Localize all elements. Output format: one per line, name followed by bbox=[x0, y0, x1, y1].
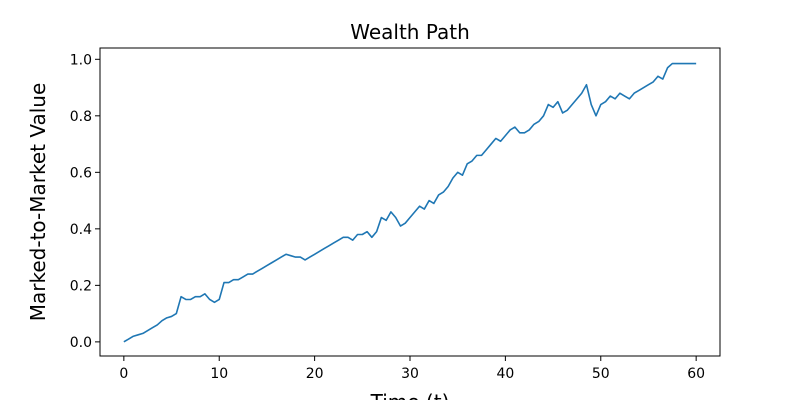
y-axis-ticks: 0.0 0.2 0.4 0.6 0.8 1.0 bbox=[70, 52, 100, 351]
x-tick-label: 40 bbox=[496, 366, 514, 382]
x-tick-label: 0 bbox=[119, 366, 128, 382]
y-tick-label: 1.0 bbox=[70, 52, 92, 68]
x-tick-label: 10 bbox=[210, 366, 228, 382]
x-tick-label: 50 bbox=[592, 366, 610, 382]
x-tick-label: 20 bbox=[306, 366, 324, 382]
y-tick-label: 0.8 bbox=[70, 109, 92, 125]
x-tick-label: 60 bbox=[687, 366, 705, 382]
wealth-path-line bbox=[123, 62, 697, 343]
y-tick-label: 0.0 bbox=[70, 335, 92, 351]
x-tick-label: 30 bbox=[401, 366, 419, 382]
chart-title: Wealth Path bbox=[350, 20, 470, 44]
y-tick-label: 0.2 bbox=[70, 278, 92, 294]
y-tick-label: 0.4 bbox=[70, 222, 92, 238]
y-axis-label: Marked-to-Market Value bbox=[26, 83, 50, 322]
plot-frame bbox=[99, 47, 721, 357]
x-axis-ticks: 0 10 20 30 40 50 60 bbox=[119, 356, 705, 382]
y-tick-label: 0.6 bbox=[70, 165, 92, 181]
x-axis-label: Time (t) bbox=[370, 390, 450, 400]
